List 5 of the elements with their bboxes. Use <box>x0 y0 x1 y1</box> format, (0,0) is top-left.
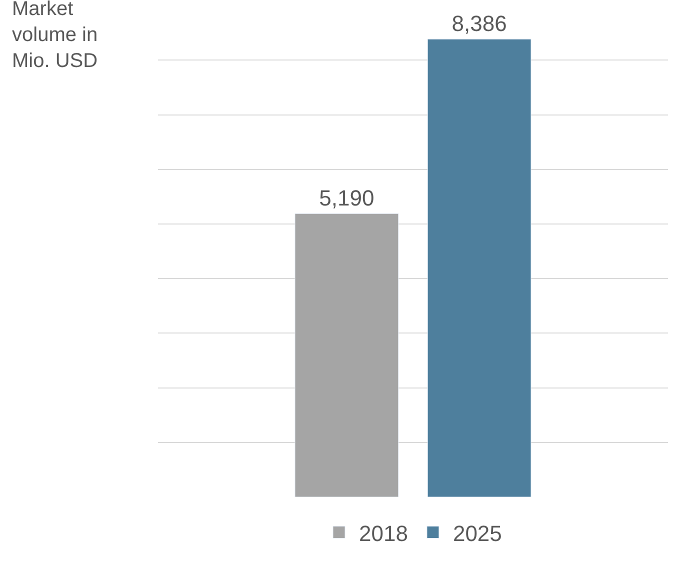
legend-label: 2018 <box>359 520 408 546</box>
data-label: 5,190 <box>319 186 374 211</box>
legend-label: 2025 <box>452 520 502 546</box>
y-axis-title: Market volume in Mio. USD <box>12 0 98 72</box>
data-label: 8,386 <box>452 11 507 36</box>
